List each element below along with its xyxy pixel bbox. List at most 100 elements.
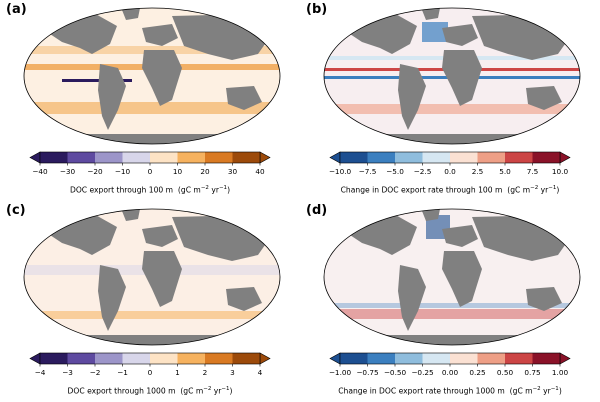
south-america <box>398 265 426 331</box>
europe <box>442 24 478 46</box>
colorbar-swatch <box>177 152 205 163</box>
colorbar-tick-label: −3 <box>62 368 73 377</box>
colorbar-label: DOC export through 1000 m (gC m−2 yr−1) <box>67 386 233 396</box>
world-map <box>323 7 581 145</box>
colorbar-tick-label: −5.0 <box>386 167 404 176</box>
colorbar-tick-label: −10 <box>115 167 131 176</box>
greenland <box>422 209 440 221</box>
colorbar-tick-label: 5.0 <box>499 167 511 176</box>
europe <box>442 225 478 247</box>
colorbar-extend-low <box>329 151 341 164</box>
colorbar: −40 −30 −20 −10 0 10 20 30 40 <box>29 151 271 176</box>
colorbar-swatch <box>532 152 560 163</box>
colorbar-swatch <box>367 353 395 364</box>
map-outline <box>323 7 581 145</box>
colorbar-swatch <box>40 353 68 364</box>
world-map <box>23 208 281 346</box>
colorbar-swatch <box>205 152 233 163</box>
colorbar-swatch <box>422 152 450 163</box>
australia <box>226 287 262 311</box>
panel-a: (a) −40 −30 −20 −10 0 10 20 30 40 DOC export thr… <box>0 0 300 201</box>
north-atlantic-patch <box>422 22 448 42</box>
colorbar-swatch <box>122 152 150 163</box>
colorbar-swatch <box>67 353 95 364</box>
south-america <box>98 265 126 331</box>
colorbar-tick-label: 2 <box>203 368 208 377</box>
colorbar: −1.00 −0.75 −0.50 −0.25 0.00 0.25 0.50 0.75 1.00 <box>329 352 571 377</box>
europe <box>142 24 178 46</box>
south-america <box>398 64 426 130</box>
colorbar-tick-label: 0.25 <box>469 368 485 377</box>
colorbar-swatch <box>205 353 233 364</box>
colorbar-swatch <box>67 152 95 163</box>
colorbar-swatch <box>450 353 478 364</box>
colorbar-extend-high <box>559 352 571 365</box>
colorbar-extend-low <box>329 352 341 365</box>
equatorial-negative-band <box>62 79 132 82</box>
colorbar-tick-label: −0.75 <box>356 368 378 377</box>
colorbar-label: Change in DOC export rate through 1000 m… <box>338 386 562 396</box>
africa <box>142 251 182 307</box>
europe <box>142 225 178 247</box>
colorbar-label: DOC export through 100 m (gC m−2 yr−1) <box>69 185 231 195</box>
colorbar-swatch <box>367 152 395 163</box>
colorbar-tick-label: 0.00 <box>442 368 459 377</box>
greenland <box>422 8 440 20</box>
south-america <box>98 64 126 130</box>
colorbar-tick-label: −7.5 <box>359 167 377 176</box>
panel-letter: (a) <box>6 2 27 17</box>
panel-letter: (b) <box>306 2 328 17</box>
colorbar-swatch <box>232 353 260 364</box>
colorbar-tick-label: 0 <box>148 368 153 377</box>
africa <box>442 50 482 106</box>
colorbar-tick-label: −20 <box>87 167 103 176</box>
colorbar-swatch <box>232 152 260 163</box>
colorbar-swatch <box>477 152 505 163</box>
colorbar-tick-label: 1 <box>175 368 180 377</box>
colorbar-tick-label: 10 <box>173 167 183 176</box>
colorbar-swatch <box>95 353 123 364</box>
colorbar-swatch <box>450 152 478 163</box>
africa <box>442 251 482 307</box>
map-features <box>324 209 580 345</box>
southern-band <box>24 311 280 319</box>
colorbar-swatch <box>177 353 205 364</box>
colorbar-swatch <box>505 353 533 364</box>
colorbar-swatch <box>150 353 178 364</box>
colorbar-swatch <box>395 152 423 163</box>
colorbar-tick-label: −2.5 <box>414 167 432 176</box>
colorbar-tick-label: 40 <box>255 167 265 176</box>
colorbar: −10.0 −7.5 −5.0 −2.5 0.0 2.5 5.0 7.5 10.0 <box>329 151 571 176</box>
panel-letter: (d) <box>306 203 328 218</box>
southern-band <box>324 104 580 114</box>
australia <box>526 287 562 311</box>
world-map <box>323 208 581 346</box>
greenland <box>122 209 140 221</box>
australia <box>226 86 262 110</box>
colorbar-tick-label: 20 <box>200 167 210 176</box>
colorbar-tick-label: −0.50 <box>384 368 407 377</box>
colorbar-swatch <box>505 152 533 163</box>
colorbar-tick-label: −4 <box>35 368 46 377</box>
southern-negative-band <box>324 303 580 308</box>
australia <box>526 86 562 110</box>
colorbar-tick-label: −1.00 <box>329 368 352 377</box>
colorbar-tick-label: 0.50 <box>497 368 514 377</box>
world-map <box>23 7 281 145</box>
colorbar-swatch <box>532 353 560 364</box>
panel-d: (d) −1.00 −0.75 −0.50 −0.25 0.00 0.25 0.50 0.75… <box>300 201 600 402</box>
colorbar-swatch <box>150 152 178 163</box>
colorbar-label: Change in DOC export rate through 100 m … <box>340 185 560 195</box>
colorbar-extend-low <box>29 151 41 164</box>
africa <box>142 50 182 106</box>
southern-band <box>324 309 580 319</box>
colorbar-tick-label: 7.5 <box>527 167 539 176</box>
colorbar-tick-label: 2.5 <box>472 167 484 176</box>
colorbar-tick-label: 0.75 <box>524 368 540 377</box>
colorbar-extend-low <box>29 352 41 365</box>
colorbar-swatch <box>340 353 368 364</box>
colorbar-swatch <box>422 353 450 364</box>
colorbar-tick-label: 1.00 <box>552 368 569 377</box>
colorbar-swatch <box>340 152 368 163</box>
panel-b: (b) −10.0 −7.5 −5.0 −2.5 0.0 2.5 5.0 7.5 10.0 Ch… <box>300 0 600 201</box>
